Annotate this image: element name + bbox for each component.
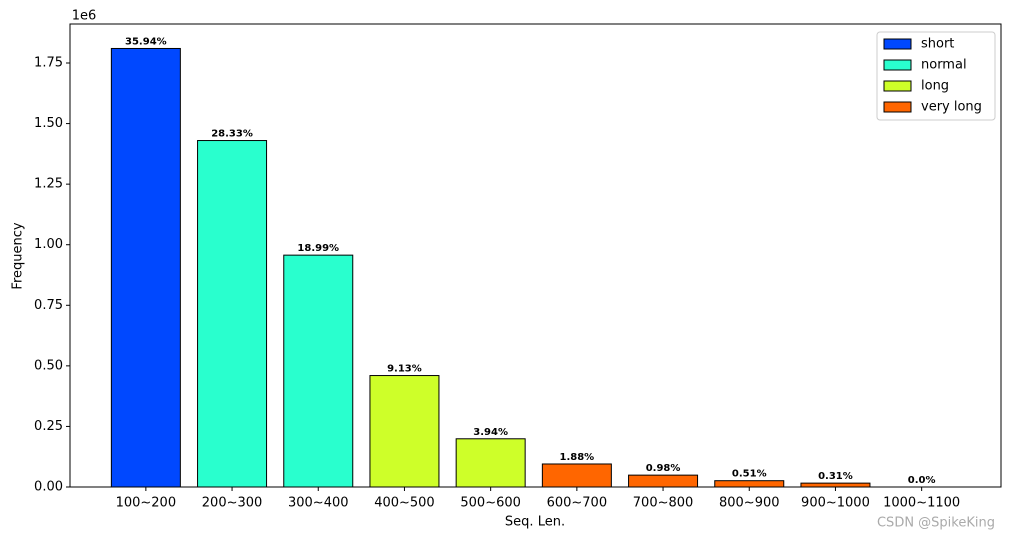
x-axis-label: Seq. Len. — [505, 515, 565, 530]
data-label: 3.94% — [473, 427, 508, 438]
data-label: 0.31% — [818, 471, 853, 482]
data-label: 0.98% — [646, 463, 681, 474]
data-label: 0.0% — [908, 475, 936, 486]
x-tick-label: 400~500 — [374, 496, 435, 511]
x-tick-label: 800~900 — [719, 496, 780, 511]
bar — [369, 375, 440, 488]
bar — [628, 474, 699, 488]
y-tick-label: 0.75 — [34, 298, 63, 313]
bar — [197, 140, 268, 488]
data-label: 1.88% — [560, 452, 595, 463]
y-offset-label: 1e6 — [72, 9, 97, 24]
x-tick-label: 200~300 — [202, 496, 263, 511]
y-axis-label: Frequency — [11, 222, 26, 289]
legend-swatch — [883, 80, 912, 92]
x-tick-label: 300~400 — [288, 496, 349, 511]
data-label: 18.99% — [297, 243, 339, 254]
legend-label: short — [921, 37, 954, 52]
y-tick-label: 1.00 — [34, 237, 63, 252]
legend-label: normal — [921, 58, 967, 73]
x-tick-label: 500~600 — [460, 496, 521, 511]
x-tick-label: 600~700 — [547, 496, 608, 511]
plot-frame — [69, 23, 1002, 488]
data-label: 9.13% — [387, 364, 422, 375]
bar — [110, 47, 181, 488]
y-tick-label: 1.75 — [34, 56, 63, 71]
legend-swatch — [883, 101, 912, 113]
x-tick-label: 900~1000 — [801, 496, 870, 511]
watermark: CSDN @SpikeKing — [877, 516, 995, 531]
data-label: 0.51% — [732, 469, 767, 480]
x-tick-label: 700~800 — [633, 496, 694, 511]
y-tick-label: 0.50 — [34, 358, 63, 373]
legend-box — [876, 31, 996, 121]
y-tick-label: 0.00 — [34, 480, 63, 495]
bar — [283, 254, 354, 488]
legend-swatch — [883, 59, 912, 71]
x-tick-label: 100~200 — [116, 496, 177, 511]
bar — [714, 480, 785, 488]
data-label: 35.94% — [125, 36, 167, 47]
bar — [800, 482, 871, 488]
y-tick-label: 1.50 — [34, 116, 63, 131]
bar — [541, 463, 612, 488]
legend-label: very long — [921, 100, 982, 115]
y-tick-label: 1.25 — [34, 177, 63, 192]
y-tick-label: 0.25 — [34, 419, 63, 434]
legend-swatch — [883, 38, 912, 50]
bar — [455, 438, 526, 488]
legend-label: long — [921, 79, 949, 94]
x-tick-label: 1000~1100 — [883, 496, 960, 511]
data-label: 28.33% — [211, 129, 253, 140]
